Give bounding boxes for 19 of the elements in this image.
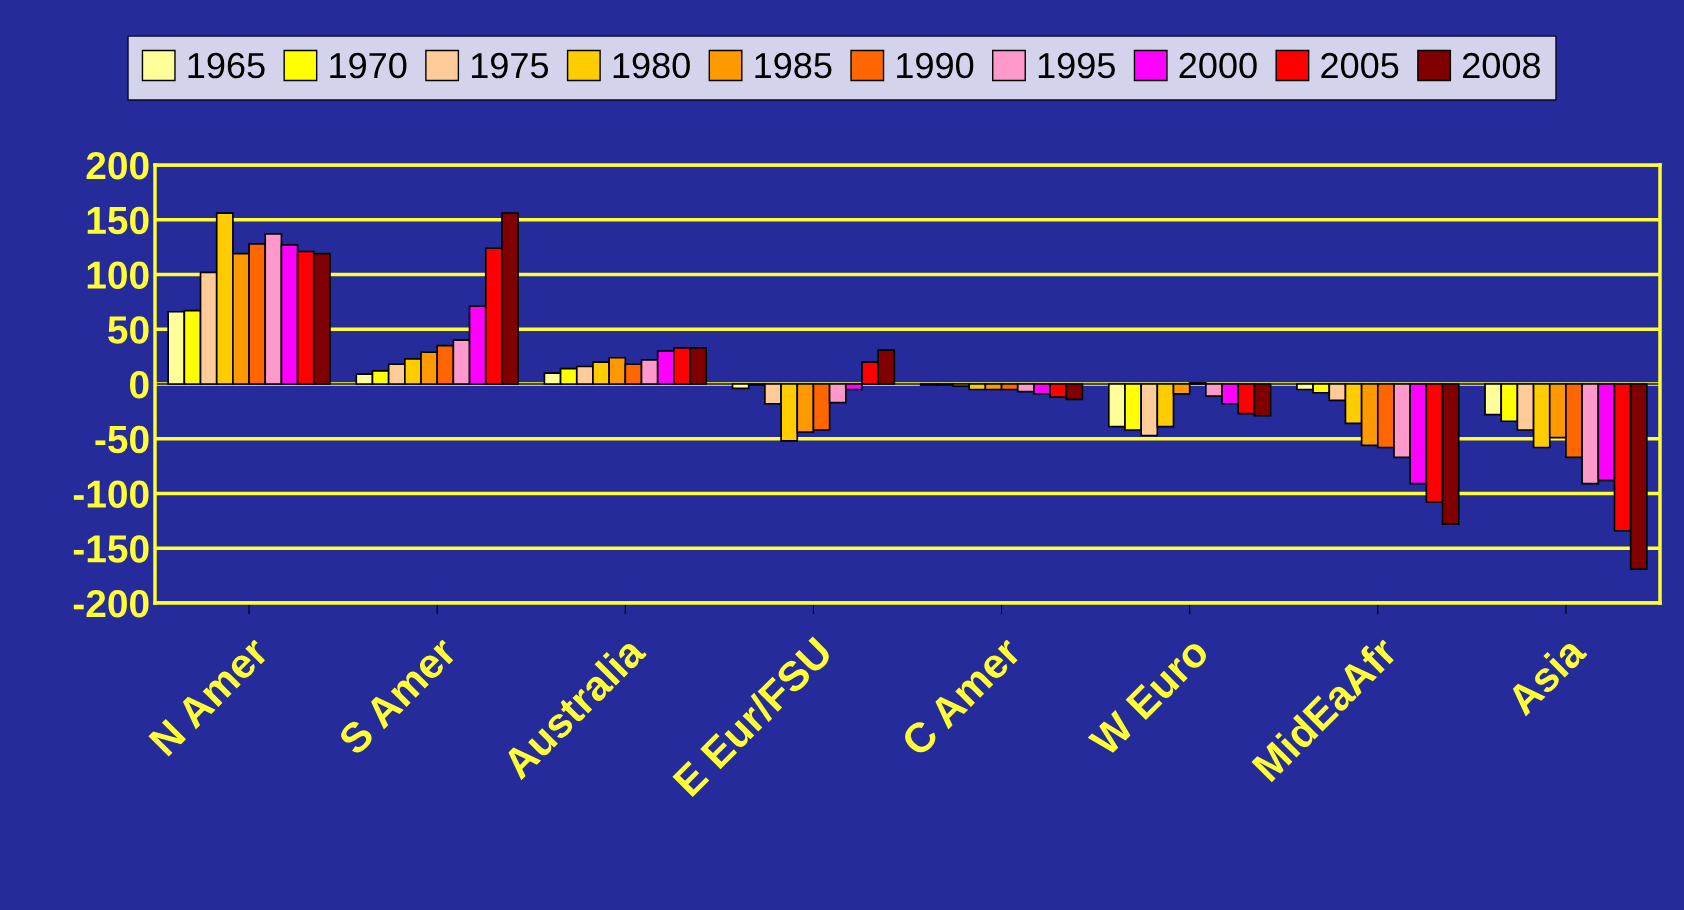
legend-label: 2005 <box>1321 52 1399 79</box>
y-tick-label: 0 <box>130 370 149 399</box>
legend-label: 1990 <box>897 52 974 79</box>
legend-label: 1980 <box>613 52 690 79</box>
legend-label: 1965 <box>188 52 265 79</box>
y-tick-label: 100 <box>87 261 149 289</box>
legend-label: 1975 <box>471 52 549 79</box>
legend-label: 1995 <box>1038 52 1115 79</box>
legend-label: 1985 <box>755 52 832 79</box>
y-tick-label: -150 <box>73 535 149 563</box>
y-tick-label: -50 <box>95 425 149 454</box>
legend-label: 2008 <box>1463 52 1540 79</box>
legend-label: 2000 <box>1179 52 1257 79</box>
y-tick-label: 50 <box>108 316 149 344</box>
y-tick-label: -100 <box>73 480 149 508</box>
y-tick-label: -200 <box>73 589 149 618</box>
y-tick-label: 200 <box>86 151 149 180</box>
y-tick-label: 150 <box>87 206 149 235</box>
legend-label: 1970 <box>330 52 407 79</box>
